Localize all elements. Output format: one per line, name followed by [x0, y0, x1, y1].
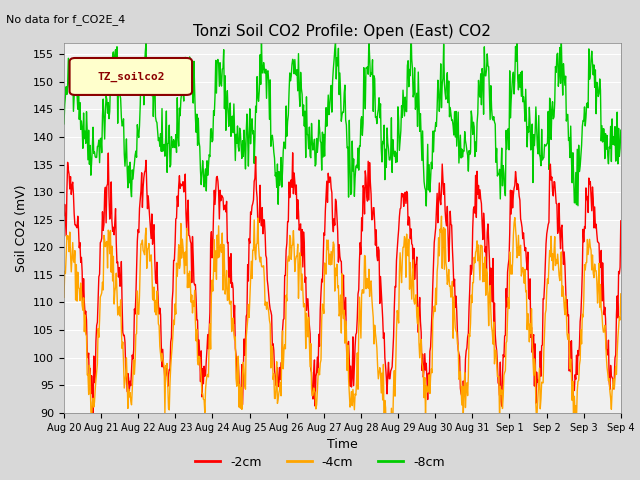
- Title: Tonzi Soil CO2 Profile: Open (East) CO2: Tonzi Soil CO2 Profile: Open (East) CO2: [193, 24, 492, 39]
- Line: -2cm: -2cm: [64, 153, 621, 419]
- -8cm: [422, 203, 430, 209]
- -4cm: [125, 394, 133, 400]
- -2cm: [433, 208, 440, 214]
- Line: -8cm: -8cm: [64, 26, 621, 206]
- -2cm: [228, 280, 236, 286]
- X-axis label: Time: Time: [327, 438, 358, 451]
- -4cm: [255, 254, 263, 260]
- -2cm: [277, 360, 285, 366]
- Text: No data for f_CO2E_4: No data for f_CO2E_4: [6, 14, 125, 25]
- -8cm: [255, 88, 263, 94]
- Text: TZ_soilco2: TZ_soilco2: [97, 72, 164, 82]
- -8cm: [228, 115, 236, 120]
- -4cm: [60, 294, 68, 300]
- -2cm: [617, 218, 625, 224]
- -4cm: [432, 285, 440, 291]
- -4cm: [276, 380, 284, 385]
- -8cm: [433, 123, 440, 129]
- -4cm: [228, 329, 236, 335]
- Line: -4cm: -4cm: [64, 216, 621, 458]
- -8cm: [276, 175, 284, 181]
- -8cm: [407, 23, 415, 29]
- Y-axis label: Soil CO2 (mV): Soil CO2 (mV): [15, 184, 28, 272]
- -2cm: [126, 378, 134, 384]
- FancyBboxPatch shape: [70, 58, 192, 95]
- -8cm: [617, 127, 625, 133]
- -4cm: [438, 213, 445, 219]
- -2cm: [289, 150, 296, 156]
- -2cm: [401, 190, 409, 195]
- -2cm: [60, 213, 68, 218]
- -8cm: [400, 99, 408, 105]
- -2cm: [256, 182, 264, 188]
- -4cm: [385, 456, 392, 461]
- -4cm: [401, 234, 408, 240]
- Legend: -2cm, -4cm, -8cm: -2cm, -4cm, -8cm: [190, 451, 450, 474]
- -8cm: [60, 121, 68, 127]
- -4cm: [617, 291, 625, 297]
- -2cm: [89, 416, 97, 421]
- -8cm: [125, 180, 133, 186]
